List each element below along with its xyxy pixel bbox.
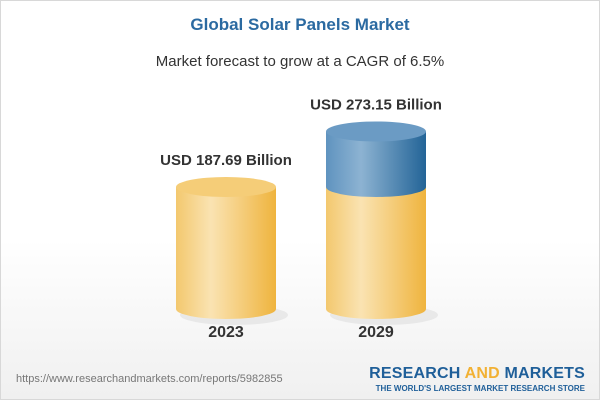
cylinder-top-2023	[176, 177, 276, 198]
cylinder-body-2023	[176, 187, 276, 319]
cylinder-growth-segment-2029	[326, 131, 426, 198]
research-and-markets-logo: RESEARCH AND MARKETS THE WORLD'S LARGEST…	[369, 365, 585, 393]
logo-text-and: AND	[464, 365, 500, 382]
category-label: 2029	[358, 324, 394, 341]
cylinder-base-segment-2029	[326, 187, 426, 319]
category-label: 2023	[208, 324, 244, 341]
logo-text-markets: MARKETS	[499, 365, 585, 382]
cylinder-chart: USD 187.69 Billion 2023 USD 273.15 Billion…	[160, 96, 442, 341]
logo-text: RESEARCH	[369, 365, 465, 382]
cylinder-top-2029	[326, 121, 426, 142]
report-url[interactable]: https://www.researchandmarkets.com/repor…	[16, 373, 283, 385]
data-label: USD 273.15 Billion	[310, 96, 442, 113]
chart-subtitle: Market forecast to grow at a CAGR of 6.5…	[155, 53, 445, 70]
logo-tagline: THE WORLD'S LARGEST MARKET RESEARCH STOR…	[375, 384, 585, 393]
data-label: USD 187.69 Billion	[160, 152, 292, 169]
chart-title: Global Solar Panels Market	[190, 15, 410, 34]
